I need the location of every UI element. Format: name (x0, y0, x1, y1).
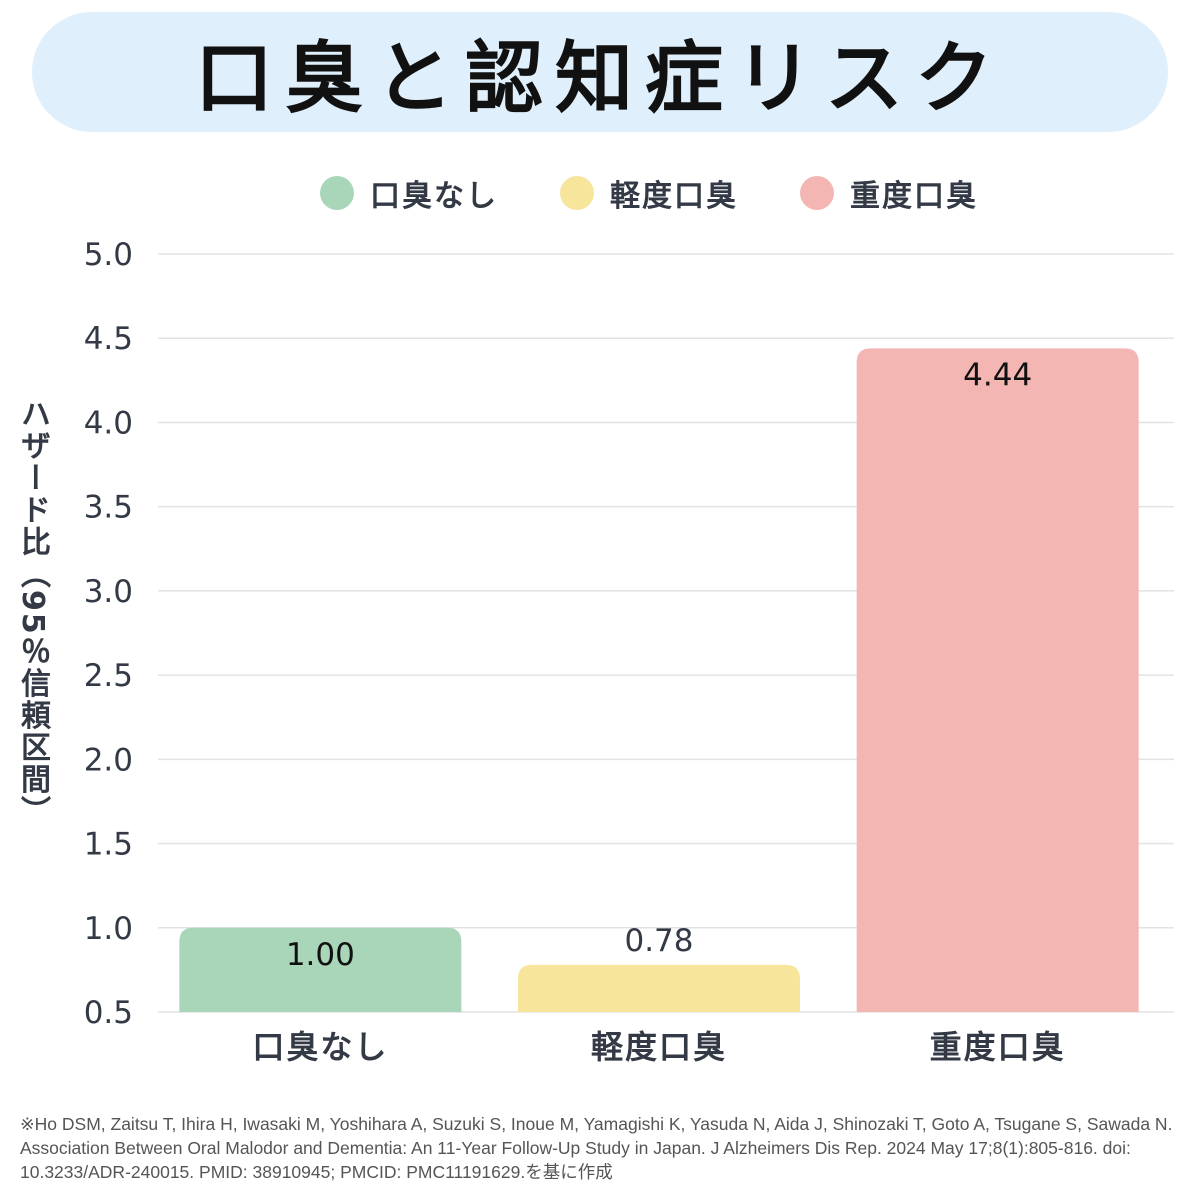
category-label: 軽度口臭 (591, 1028, 727, 1066)
legend-label-mild: 軽度口臭 (610, 179, 738, 214)
data-label: 1.00 (286, 937, 355, 973)
category-label: 口臭なし (252, 1028, 388, 1066)
y-tick-label: 4.5 (84, 321, 133, 357)
data-label: 4.44 (963, 357, 1032, 393)
legend: 口臭なし 軽度口臭 重度口臭 (320, 168, 978, 218)
legend-item-severe: 重度口臭 (800, 171, 978, 215)
citation-footnote: ※Ho DSM, Zaitsu T, Ihira H, Iwasaki M, Y… (20, 1114, 1173, 1182)
y-tick-label: 2.0 (84, 742, 133, 778)
legend-label-severe: 重度口臭 (850, 179, 978, 214)
y-tick-label: 2.5 (84, 658, 133, 694)
legend-dot-severe (800, 176, 834, 210)
bar (856, 348, 1139, 1013)
legend-dot-none (320, 176, 354, 210)
y-tick-label: 1.5 (84, 827, 133, 863)
legend-dot-mild (560, 176, 594, 210)
bar (518, 964, 800, 1012)
y-tick-label: 3.0 (84, 574, 133, 610)
y-tick-label: 4.0 (84, 405, 133, 441)
title-banner: 口臭と認知症リスク (32, 12, 1168, 132)
chart-title: 口臭と認知症リスク (194, 34, 1005, 124)
y-tick-label: 0.5 (84, 995, 133, 1031)
legend-item-none: 口臭なし (320, 171, 498, 215)
bar (179, 927, 462, 1012)
y-axis-label: ハザード比（95％信頼区間） (15, 398, 50, 828)
data-label: 0.78 (624, 923, 693, 959)
y-tick-label: 5.0 (84, 237, 133, 273)
legend-label-none: 口臭なし (370, 179, 498, 214)
legend-item-mild: 軽度口臭 (560, 171, 738, 215)
y-tick-label: 1.0 (84, 911, 133, 947)
category-label: 重度口臭 (930, 1028, 1066, 1066)
y-tick-label: 3.5 (84, 490, 133, 526)
bar-chart: 0.5 1.0 1.5 2.0 2.5 3.0 3.5 4.0 4.5 5.0 1.00 口臭なし 0.… (84, 237, 1174, 1066)
